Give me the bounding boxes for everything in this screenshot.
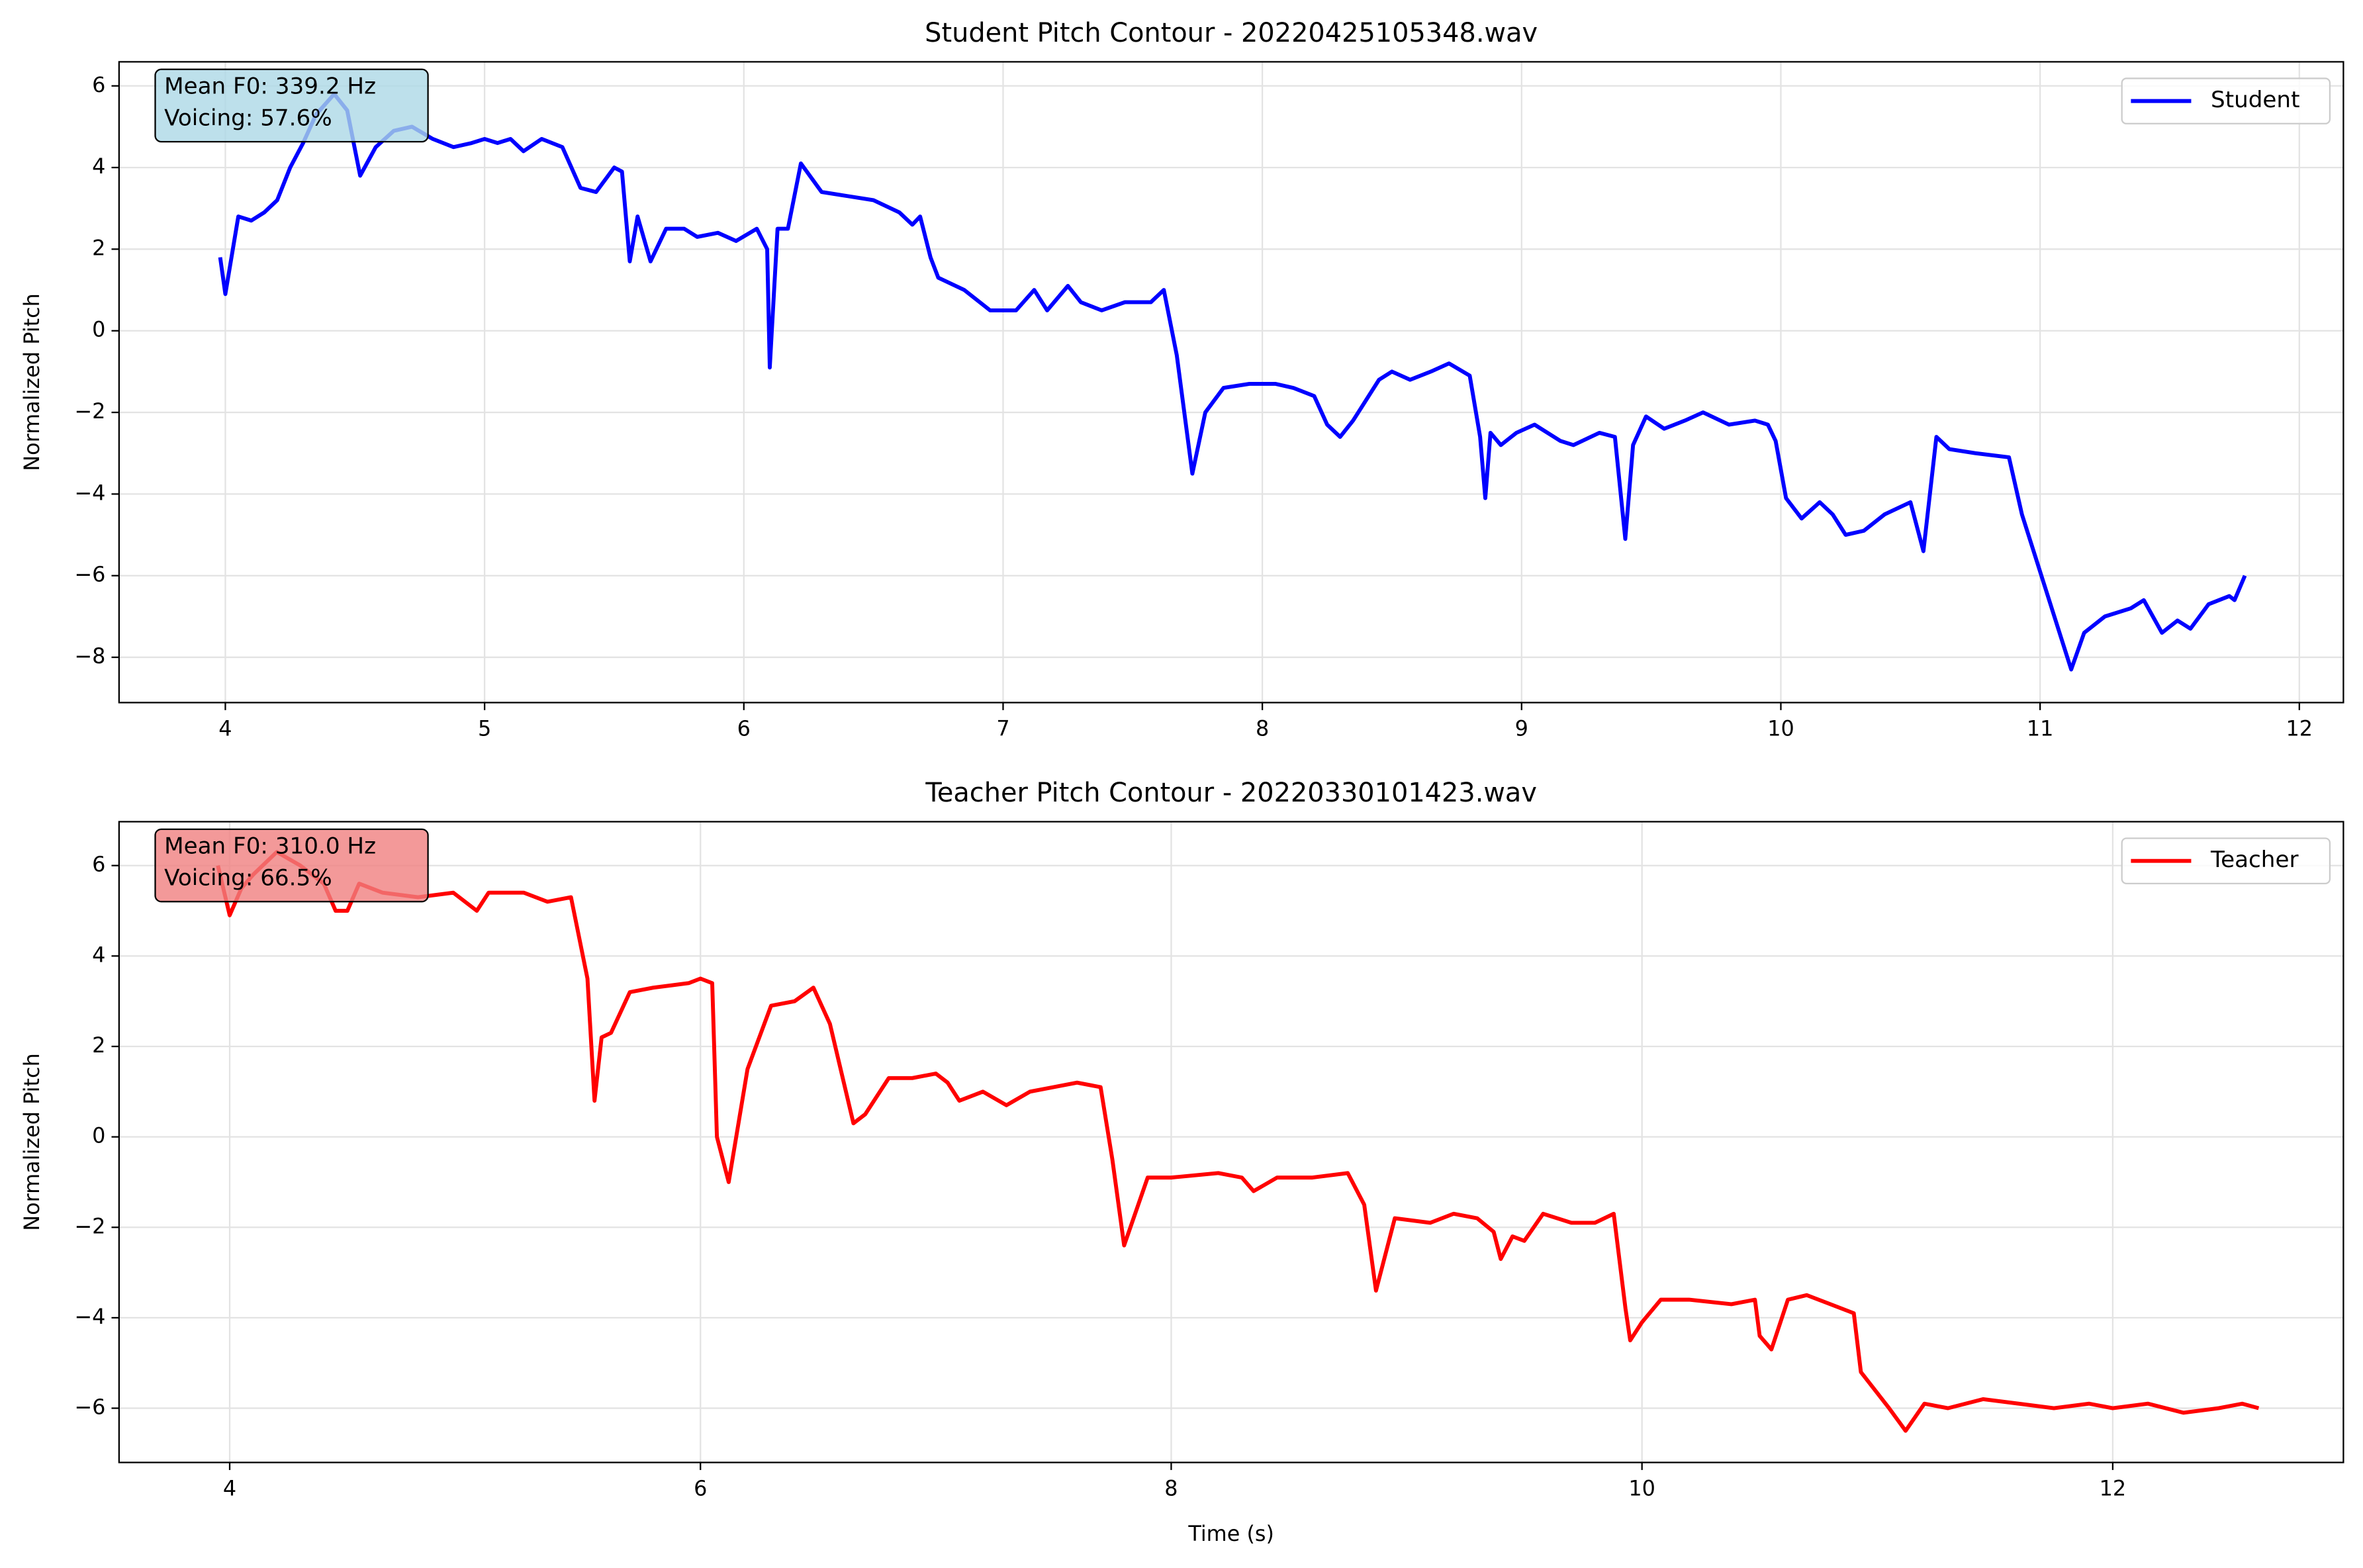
annotation-box (154, 828, 429, 903)
annotation-box (154, 68, 429, 143)
y-tick-label: 2 (92, 1033, 105, 1058)
plot-area (218, 92, 2247, 672)
x-tick-label: 7 (996, 715, 1009, 741)
x-tick-label: 12 (2286, 715, 2313, 741)
x-tick-label: 11 (2027, 715, 2054, 741)
y-tick-label: 6 (92, 72, 105, 97)
legend-label: Teacher (2210, 847, 2299, 873)
y-tick-label: −2 (74, 1213, 105, 1238)
y-axis-label: Normalized Pitch (19, 1053, 44, 1231)
legend-box (2121, 77, 2331, 124)
legend-label: Student (2211, 87, 2299, 113)
y-axis-label: Normalized Pitch (19, 293, 44, 471)
plot-area (216, 850, 2260, 1433)
annotation-text: Voicing: 66.5% (164, 865, 332, 892)
x-axis-label: Time (s) (1187, 1521, 1274, 1546)
y-tick-label: −6 (74, 1395, 105, 1420)
legend-box (2121, 837, 2331, 884)
y-tick-label: 0 (92, 317, 105, 342)
x-tick-label: 4 (223, 1476, 236, 1501)
x-tick-label: 6 (694, 1476, 707, 1501)
chart-title: Student Pitch Contour - 20220425105348.w… (925, 18, 1538, 48)
x-tick-label: 8 (1256, 715, 1269, 741)
x-tick-label: 10 (1628, 1476, 1655, 1501)
y-tick-label: 6 (92, 852, 105, 877)
x-tick-label: 12 (2100, 1476, 2127, 1501)
x-tick-label: 4 (218, 715, 232, 741)
y-tick-label: −8 (74, 643, 105, 669)
axes-frame (118, 821, 2344, 1463)
pitch-line (216, 850, 2260, 1433)
chart-title: Teacher Pitch Contour - 20220330101423.w… (925, 778, 1537, 808)
y-tick-label: 4 (92, 154, 105, 179)
annotation-text: Voicing: 57.6% (164, 105, 332, 131)
y-tick-label: 0 (92, 1123, 105, 1148)
x-tick-label: 10 (1767, 715, 1794, 741)
x-tick-label: 6 (737, 715, 751, 741)
y-tick-label: 2 (92, 235, 105, 260)
y-tick-label: −6 (74, 562, 105, 587)
y-tick-label: −2 (74, 398, 105, 424)
annotation-text: Mean F0: 310.0 Hz (164, 833, 376, 860)
annotation-text: Mean F0: 339.2 Hz (164, 73, 376, 100)
x-tick-label: 9 (1515, 715, 1528, 741)
x-tick-label: 8 (1164, 1476, 1178, 1501)
pitch-line (218, 92, 2247, 672)
axes-frame (118, 61, 2344, 704)
x-tick-label: 5 (478, 715, 491, 741)
y-tick-label: 4 (92, 942, 105, 967)
y-tick-label: −4 (74, 1304, 105, 1329)
y-tick-label: −4 (74, 480, 105, 505)
